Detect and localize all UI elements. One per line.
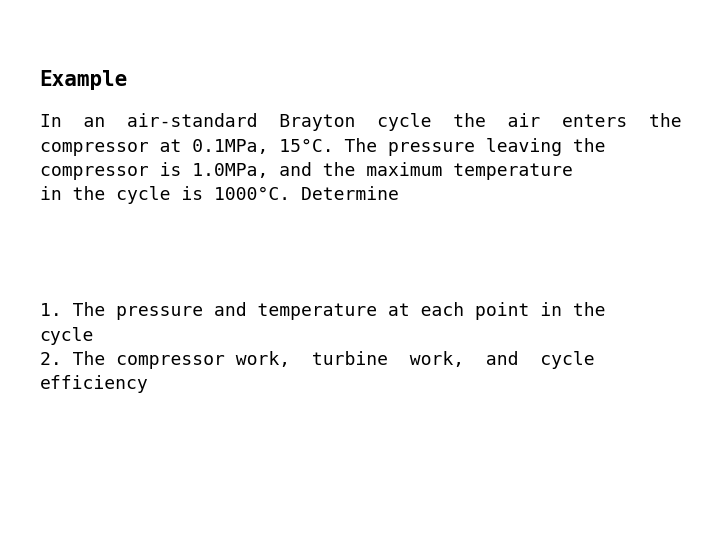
Text: In  an  air-standard  Brayton  cycle  the  air  enters  the
compressor at 0.1MPa: In an air-standard Brayton cycle the air… bbox=[40, 113, 681, 204]
Text: Example: Example bbox=[40, 70, 128, 90]
Text: 1. The pressure and temperature at each point in the
cycle
2. The compressor wor: 1. The pressure and temperature at each … bbox=[40, 302, 605, 393]
